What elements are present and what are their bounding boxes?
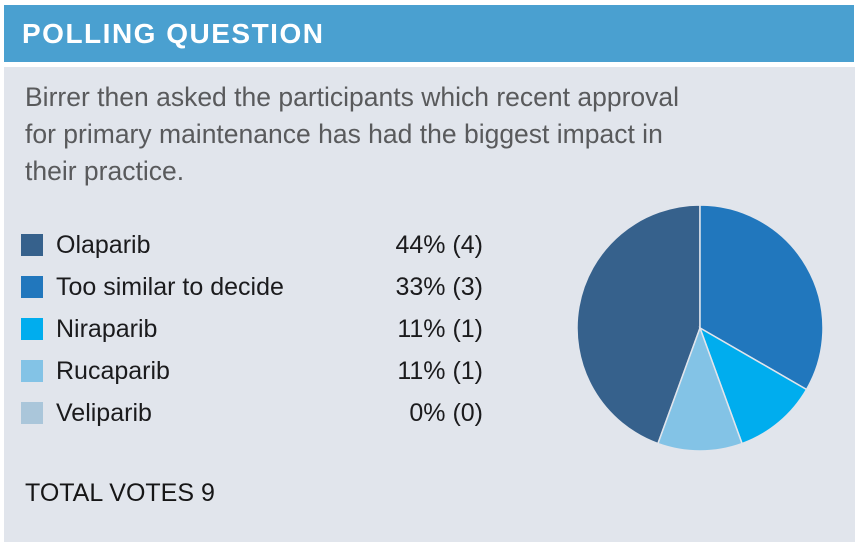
legend-row: Rucaparib 11% (1): [21, 350, 483, 392]
legend-value: 33% (3): [395, 272, 483, 301]
legend-swatch: [21, 402, 43, 424]
legend-label: Veliparib: [56, 398, 152, 427]
legend-swatch: [21, 234, 43, 256]
polling-card: POLLING QUESTION Birrer then asked the p…: [4, 5, 855, 542]
legend-row: Olaparib 44% (4): [21, 224, 483, 266]
pie-chart-container: [570, 198, 830, 458]
question-text: Birrer then asked the participants which…: [25, 82, 680, 186]
total-votes-value: 9: [200, 479, 215, 507]
pie-slice-olaparib: [576, 204, 701, 445]
legend-swatch: [21, 318, 43, 340]
pie-chart: [576, 204, 824, 452]
total-votes-label: TOTAL VOTES: [25, 479, 195, 507]
page-title: POLLING QUESTION: [22, 17, 325, 49]
legend-row: Veliparib 0% (0): [21, 392, 483, 434]
legend-label: Too similar to decide: [56, 272, 284, 301]
legend-swatch: [21, 276, 43, 298]
legend: Olaparib 44% (4) Too similar to decide 33% …: [21, 224, 483, 434]
legend-row: Too similar to decide 33% (3): [21, 266, 483, 308]
legend-label: Niraparib: [56, 314, 158, 343]
header-bar: POLLING QUESTION: [4, 5, 854, 62]
legend-value: 0% (0): [409, 398, 483, 427]
legend-value: 11% (1): [397, 356, 483, 385]
legend-value: 44% (4): [395, 230, 483, 259]
legend-swatch: [21, 360, 43, 382]
legend-label: Rucaparib: [56, 356, 170, 385]
poll-body: Birrer then asked the participants which…: [4, 67, 855, 542]
legend-row: Niraparib 11% (1): [21, 308, 483, 350]
total-votes: TOTAL VOTES 9: [25, 479, 215, 508]
pie-slice-too-similar-to-decide: [699, 204, 824, 391]
pie-slice-rucaparib: [656, 325, 744, 452]
pie-slice-niraparib: [698, 326, 808, 445]
legend-label: Olaparib: [56, 230, 151, 259]
legend-value: 11% (1): [397, 314, 483, 343]
